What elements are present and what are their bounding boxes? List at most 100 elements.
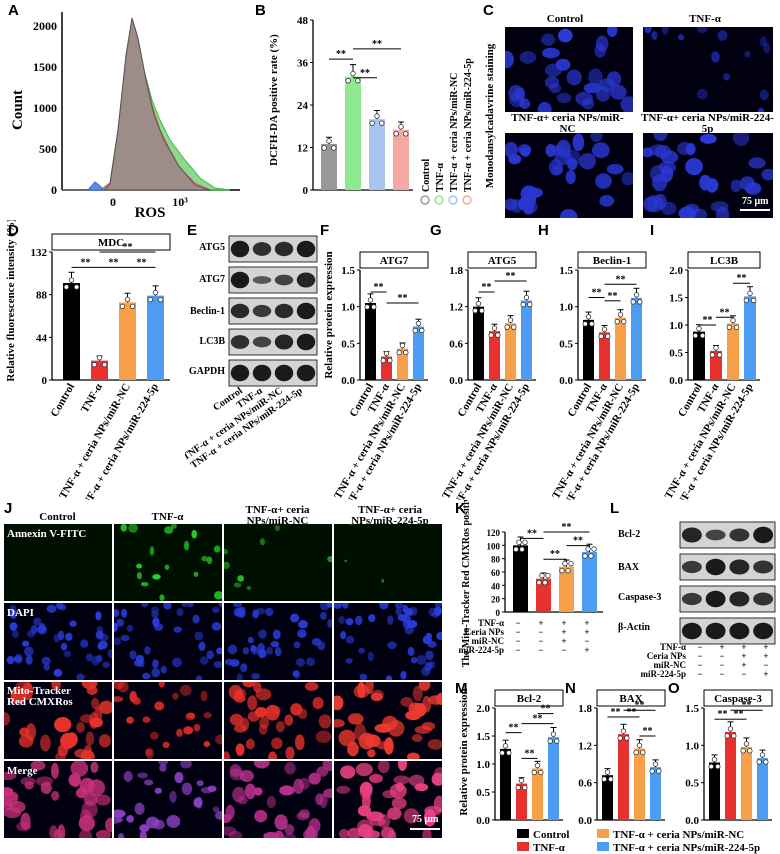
- e-band-label: LC3B: [199, 336, 225, 347]
- chart-f: Relative protein expression ATG7 0.0 0.5 1.…: [323, 251, 429, 500]
- y-tick-label: 1.0: [559, 302, 573, 314]
- cell: [427, 640, 437, 648]
- fluorescence-tile: [334, 682, 442, 759]
- data-point: [380, 357, 386, 364]
- legend-swatch: [517, 842, 529, 851]
- micrograph-tnf: [643, 27, 773, 112]
- data-point: [637, 299, 643, 305]
- cell: [338, 616, 345, 625]
- data-point: [419, 327, 425, 334]
- a-xtick: 0: [110, 195, 116, 209]
- cell: [227, 644, 238, 655]
- cell: [224, 561, 230, 570]
- cell: [94, 706, 103, 723]
- data-point: [542, 579, 548, 586]
- cell: [527, 187, 543, 198]
- bar: [602, 775, 613, 820]
- cell: [186, 603, 194, 608]
- bar: [582, 552, 597, 612]
- cell: [644, 27, 652, 34]
- cell: [403, 808, 420, 824]
- data-point: [101, 361, 108, 368]
- data-point: [367, 297, 374, 303]
- cell: [381, 578, 385, 583]
- cell: [519, 50, 537, 64]
- cell: [557, 28, 573, 43]
- significance-label: **: [703, 315, 713, 326]
- data-point: [715, 763, 721, 770]
- cell: [246, 585, 252, 591]
- significance-label: **: [525, 748, 535, 759]
- data-point: [511, 324, 517, 330]
- y-tick-label: 0: [496, 608, 501, 618]
- cell: [154, 787, 162, 794]
- protein-band: [274, 274, 294, 286]
- fluorescence-tile: [114, 524, 222, 601]
- fluorescence-tile: [334, 761, 442, 838]
- cell: [418, 682, 431, 691]
- data-point: [504, 324, 510, 330]
- cell: [367, 749, 376, 758]
- data-point: [740, 748, 746, 754]
- design-mark: +: [561, 636, 566, 646]
- a-ytick: 2000: [33, 19, 57, 33]
- cell: [51, 790, 60, 801]
- x-tick-label: TNF-α + ceria NPs/miR-NC: [332, 381, 408, 500]
- significance-label: **: [360, 68, 370, 79]
- x-tick-label: TNF-α + ceria NPs/miR-NC: [440, 381, 516, 500]
- c-title-2: TNF-α+ ceria NPs/miR-NC: [511, 112, 624, 135]
- protein-band: [753, 592, 774, 606]
- cell: [200, 690, 208, 702]
- cell: [10, 687, 27, 705]
- cell: [236, 673, 243, 680]
- k-ylabel: The Mito-Tracker Red CMXRos positive cel…: [461, 500, 472, 667]
- cell: [25, 655, 33, 665]
- cell: [164, 526, 174, 534]
- cell: [80, 639, 89, 648]
- protein-band: [705, 558, 726, 576]
- cell: [163, 603, 172, 610]
- cell: [116, 618, 125, 627]
- data-point: [355, 77, 361, 84]
- cell: [425, 650, 434, 661]
- data-point: [750, 297, 757, 304]
- y-tick-label: 1.5: [685, 703, 699, 715]
- cell: [380, 826, 395, 838]
- x-tick-label: Control: [48, 382, 77, 420]
- cell: [296, 811, 310, 821]
- data-point: [699, 332, 706, 339]
- cell: [395, 606, 402, 616]
- cell: [142, 716, 151, 723]
- y-tick-label: 0.5: [341, 338, 355, 350]
- y-tick-label: 48: [297, 15, 309, 27]
- bar: [413, 326, 424, 380]
- cell: [293, 670, 301, 680]
- cell: [436, 631, 442, 641]
- cell: [251, 646, 260, 655]
- e-band-label: GAPDH: [189, 366, 225, 377]
- cell: [90, 761, 99, 773]
- y-tick-label: 60: [491, 568, 501, 578]
- cell: [545, 144, 557, 157]
- cell: [408, 606, 418, 616]
- data-point: [398, 124, 404, 130]
- cell: [428, 660, 436, 669]
- cell: [653, 133, 668, 142]
- panel-label-a: A: [8, 2, 19, 19]
- bar: [521, 300, 532, 380]
- y-tick-label: 0.5: [669, 348, 683, 360]
- data-point: [396, 349, 402, 356]
- cell: [18, 734, 34, 748]
- design-row-label: miR-NC: [472, 636, 505, 646]
- panel-label-i: I: [650, 222, 655, 239]
- bar: [693, 331, 705, 380]
- title-box: [596, 689, 666, 707]
- bar: [634, 748, 645, 820]
- cell: [154, 701, 165, 711]
- c-scale-bar: [740, 209, 770, 211]
- y-tick-label: 0: [303, 185, 309, 197]
- cell: [715, 206, 730, 218]
- cell: [152, 659, 159, 669]
- data-point: [562, 560, 568, 567]
